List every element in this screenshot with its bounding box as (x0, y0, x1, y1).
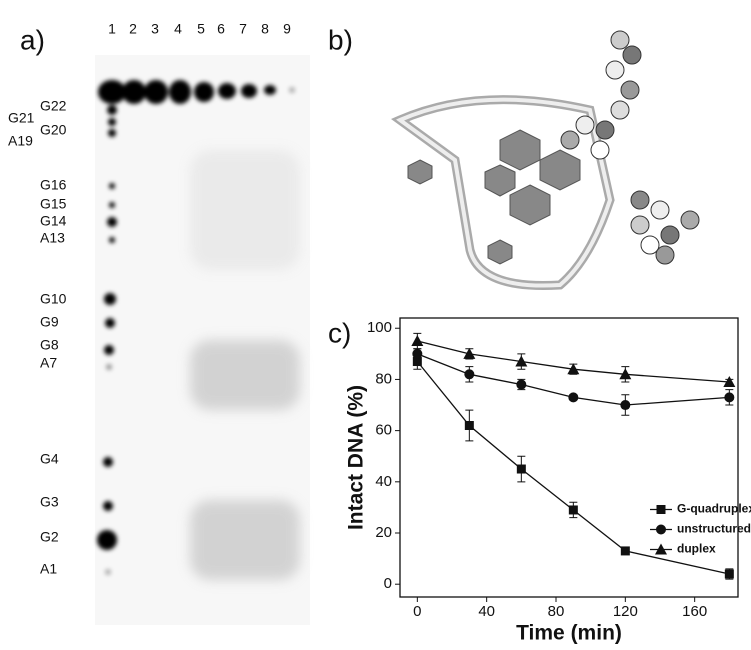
lane-number: 1 (108, 21, 116, 37)
legend-label: unstructured (677, 522, 751, 536)
marker (620, 400, 631, 411)
x-axis-title: Time (min) (516, 622, 622, 645)
y-tick-label: 40 (375, 473, 392, 490)
band-label: A7 (40, 355, 57, 371)
molecule-image (391, 30, 700, 291)
marker (516, 464, 526, 474)
band-label: G3 (40, 494, 59, 510)
legend-marker (656, 505, 666, 514)
lane-number: 4 (174, 21, 182, 37)
x-tick-label: 120 (613, 603, 638, 620)
band-label: G14 (40, 213, 67, 229)
marker (463, 347, 476, 359)
band-label: G16 (40, 177, 67, 193)
y-axis-title: Intact DNA (%) (345, 385, 368, 530)
marker (412, 357, 422, 367)
legend-label: duplex (677, 542, 716, 556)
x-tick-label: 80 (548, 603, 565, 620)
x-tick-label: 40 (478, 603, 495, 620)
marker (515, 355, 528, 367)
band-label: G9 (40, 314, 59, 330)
legend-marker (656, 524, 666, 535)
y-tick-label: 20 (375, 524, 392, 541)
band-label: G4 (40, 451, 59, 467)
x-tick-label: 160 (682, 603, 707, 620)
band-label: A13 (40, 230, 65, 246)
band-label: A19 (8, 133, 33, 149)
marker (516, 379, 527, 390)
panel-label: b) (328, 24, 353, 55)
lane-number: 3 (151, 21, 159, 37)
marker (464, 369, 475, 380)
marker (568, 505, 578, 515)
y-tick-label: 0 (384, 575, 392, 592)
lane-number: 5 (197, 21, 205, 37)
marker (724, 392, 735, 403)
band-label: A1 (40, 561, 57, 577)
marker (567, 363, 580, 375)
legend-marker (655, 543, 667, 555)
marker (412, 348, 423, 359)
band-label: G8 (40, 337, 59, 353)
band-label: G10 (40, 291, 67, 307)
series-line (417, 353, 730, 406)
gel-image (95, 55, 310, 625)
y-tick-label: 80 (375, 370, 392, 387)
lane-number: 6 (217, 21, 225, 37)
marker (723, 375, 736, 387)
y-tick-label: 60 (375, 422, 392, 439)
marker (411, 335, 424, 347)
lane-number: 2 (129, 21, 137, 37)
plot-frame (399, 317, 739, 598)
lane-number: 9 (283, 21, 291, 37)
band-label: G20 (40, 122, 67, 138)
marker (464, 421, 474, 431)
x-tick-label: 0 (413, 603, 421, 620)
lane-number: 8 (261, 21, 269, 37)
marker (620, 546, 630, 556)
legend-label: G-quadruplex (677, 502, 751, 516)
panel-label: a) (20, 24, 45, 55)
band-label: G21 (8, 110, 35, 126)
panel-label: c) (328, 317, 351, 348)
band-label: G22 (40, 98, 67, 114)
series-line (416, 361, 730, 575)
y-tick-label: 100 (367, 319, 392, 336)
lane-number: 7 (239, 21, 247, 37)
band-label: G15 (40, 196, 67, 212)
band-label: G2 (40, 529, 59, 545)
marker (724, 569, 734, 579)
series-line (417, 340, 730, 383)
marker (619, 368, 632, 380)
marker (568, 392, 579, 403)
